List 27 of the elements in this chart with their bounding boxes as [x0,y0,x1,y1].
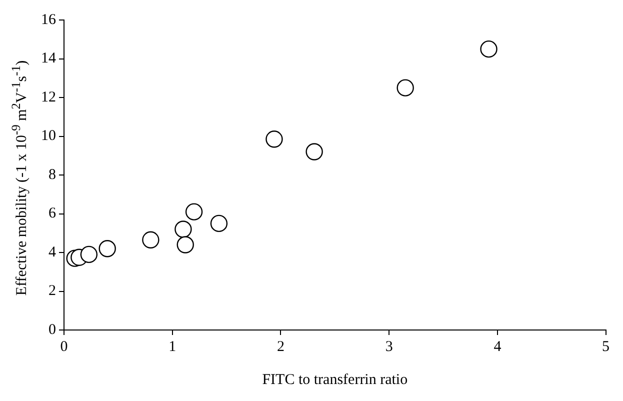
point [306,143,323,160]
x-tick-label: 0 [60,338,68,355]
y-tick-label: 12 [41,89,56,106]
point [396,79,414,96]
y-tick-label: 2 [48,283,56,300]
y-tick-label: 16 [41,12,56,28]
x-tick-label: 4 [494,338,502,355]
y-tick-label: 8 [48,166,56,183]
point [480,40,498,58]
point [176,236,194,254]
y-tick-label: 0 [48,322,56,338]
y-tick-label: 6 [48,206,56,222]
x-tick-label: 5 [602,338,610,355]
y-tick-label: 14 [41,50,56,67]
x-tick-label: 3 [385,338,393,355]
point [80,246,98,264]
point [210,214,228,232]
point [266,130,283,148]
x-tick-label: 1 [168,338,176,355]
y-tick-label: 4 [48,244,56,260]
x-axis-title: FITC to transferrin ratio [262,372,408,388]
x-tick-label: 2 [276,338,284,355]
point [98,240,116,258]
point [142,231,160,249]
point [174,220,192,238]
y-tick-label: 10 [41,128,56,144]
point [185,203,203,220]
